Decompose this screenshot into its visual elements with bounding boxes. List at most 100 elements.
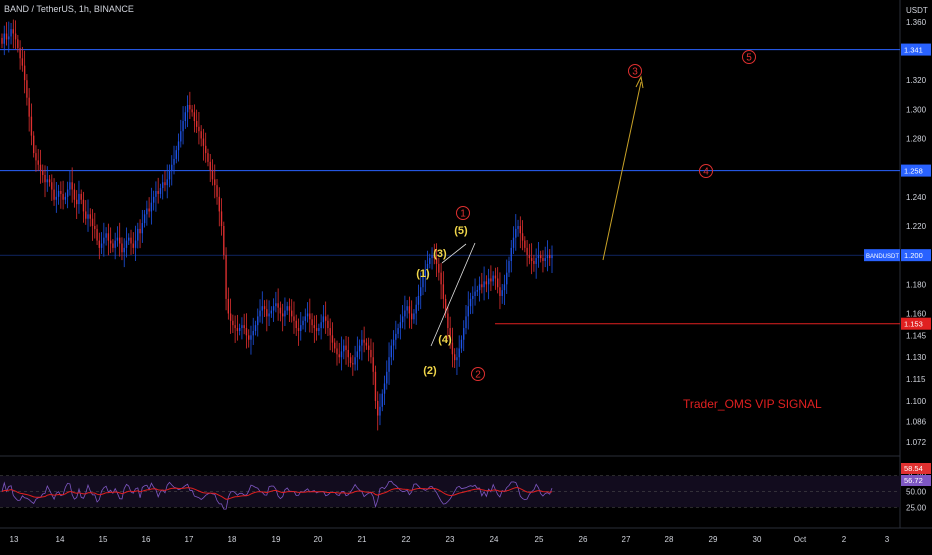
wave-4-circle <box>699 164 713 178</box>
candle-body <box>218 196 220 212</box>
time-tick-label: 22 <box>402 535 411 544</box>
candle-body <box>440 272 442 285</box>
time-tick-label: 23 <box>446 535 455 544</box>
rsi-tick-label: 25.00 <box>906 503 927 512</box>
candle-body <box>186 104 189 113</box>
candle-body <box>549 255 551 259</box>
candle-body <box>134 240 137 248</box>
candle-body <box>139 228 141 234</box>
candle-body <box>184 112 187 122</box>
candle-body <box>152 196 155 203</box>
candle-body <box>435 258 438 264</box>
candle-body <box>175 150 177 159</box>
candle-body <box>540 255 542 259</box>
candle-body <box>365 342 368 346</box>
wave-3-circle <box>628 64 642 78</box>
time-tick-label: 28 <box>665 535 674 544</box>
candle-body <box>12 29 14 34</box>
wave-1-circle <box>456 206 470 220</box>
candle-body <box>485 281 488 285</box>
candle-body <box>374 371 377 401</box>
candle-body <box>157 191 159 194</box>
candle-body <box>80 193 82 200</box>
candle-body <box>198 126 200 132</box>
candle-body <box>51 182 53 190</box>
candle-body <box>499 287 501 296</box>
candle-body <box>544 258 546 261</box>
candle-body <box>453 354 456 361</box>
candle-body <box>451 342 454 355</box>
candle-body <box>5 33 8 40</box>
price-tick-label: 1.300 <box>906 105 927 114</box>
candle-body <box>347 349 349 358</box>
candle-body <box>401 316 404 323</box>
symbol-title: BAND / TetherUS, 1h, BINANCE <box>4 4 134 14</box>
candle-body <box>26 80 28 98</box>
candle-body <box>431 255 433 259</box>
candle-body <box>417 295 420 305</box>
candle-body <box>107 233 110 241</box>
candle-body <box>55 196 57 200</box>
candle-body <box>173 158 175 165</box>
candle-body <box>39 164 42 171</box>
candle-body <box>309 313 311 320</box>
price-tick-label: 1.130 <box>906 353 927 362</box>
candle-body <box>311 319 313 326</box>
candle-body <box>87 214 89 219</box>
candle-body <box>252 330 254 336</box>
candle-body <box>297 328 300 331</box>
price-tick-label: 1.160 <box>906 309 927 318</box>
time-tick-label: 24 <box>490 535 499 544</box>
candle-body <box>76 199 78 205</box>
candle-body <box>334 342 336 349</box>
candle-body <box>209 161 211 171</box>
candle-body <box>171 164 173 171</box>
candle-body <box>458 348 460 358</box>
rsi-ma-label: 56.72 <box>904 476 923 485</box>
candle-body <box>272 306 275 311</box>
candle-body <box>286 306 288 311</box>
candle-body <box>397 328 399 334</box>
candle-body <box>399 322 402 329</box>
candle-body <box>551 255 553 259</box>
time-tick-label: 2 <box>842 535 847 544</box>
time-tick-label: 15 <box>99 535 108 544</box>
candle-body <box>1 37 3 44</box>
candle-body <box>119 237 121 244</box>
time-tick-label: 29 <box>709 535 718 544</box>
candle-body <box>370 349 372 358</box>
candle-body <box>420 287 422 296</box>
candle-body <box>345 345 347 350</box>
candle-body <box>261 306 263 311</box>
time-tick-label: 17 <box>185 535 194 544</box>
price-tick-label: 1.240 <box>906 193 927 202</box>
time-tick-label: 27 <box>622 535 631 544</box>
candle-body <box>257 316 259 326</box>
candle-body <box>73 189 76 200</box>
candle-body <box>487 278 490 285</box>
candle-body <box>424 269 426 278</box>
candle-body <box>166 179 168 186</box>
candle-body <box>343 345 345 352</box>
price-tick-label: 1.072 <box>906 438 927 447</box>
candle-body <box>123 247 125 253</box>
candle-body <box>33 135 35 154</box>
candle-body <box>324 316 327 321</box>
price-tick-label: 1.360 <box>906 18 927 27</box>
time-tick-label: 26 <box>579 535 588 544</box>
wave-2-label: 2 <box>475 370 481 381</box>
price-tick-label: 1.180 <box>906 280 927 289</box>
candle-body <box>263 306 266 310</box>
candle-body <box>517 226 519 229</box>
candle-body <box>195 121 198 127</box>
time-tick-label: 25 <box>535 535 544 544</box>
candle-body <box>526 247 528 256</box>
candle-body <box>8 36 10 40</box>
candle-body <box>302 320 304 326</box>
candle-body <box>288 306 291 311</box>
candle-body <box>69 182 71 190</box>
candle-body <box>281 313 284 317</box>
candle-body <box>474 291 476 296</box>
